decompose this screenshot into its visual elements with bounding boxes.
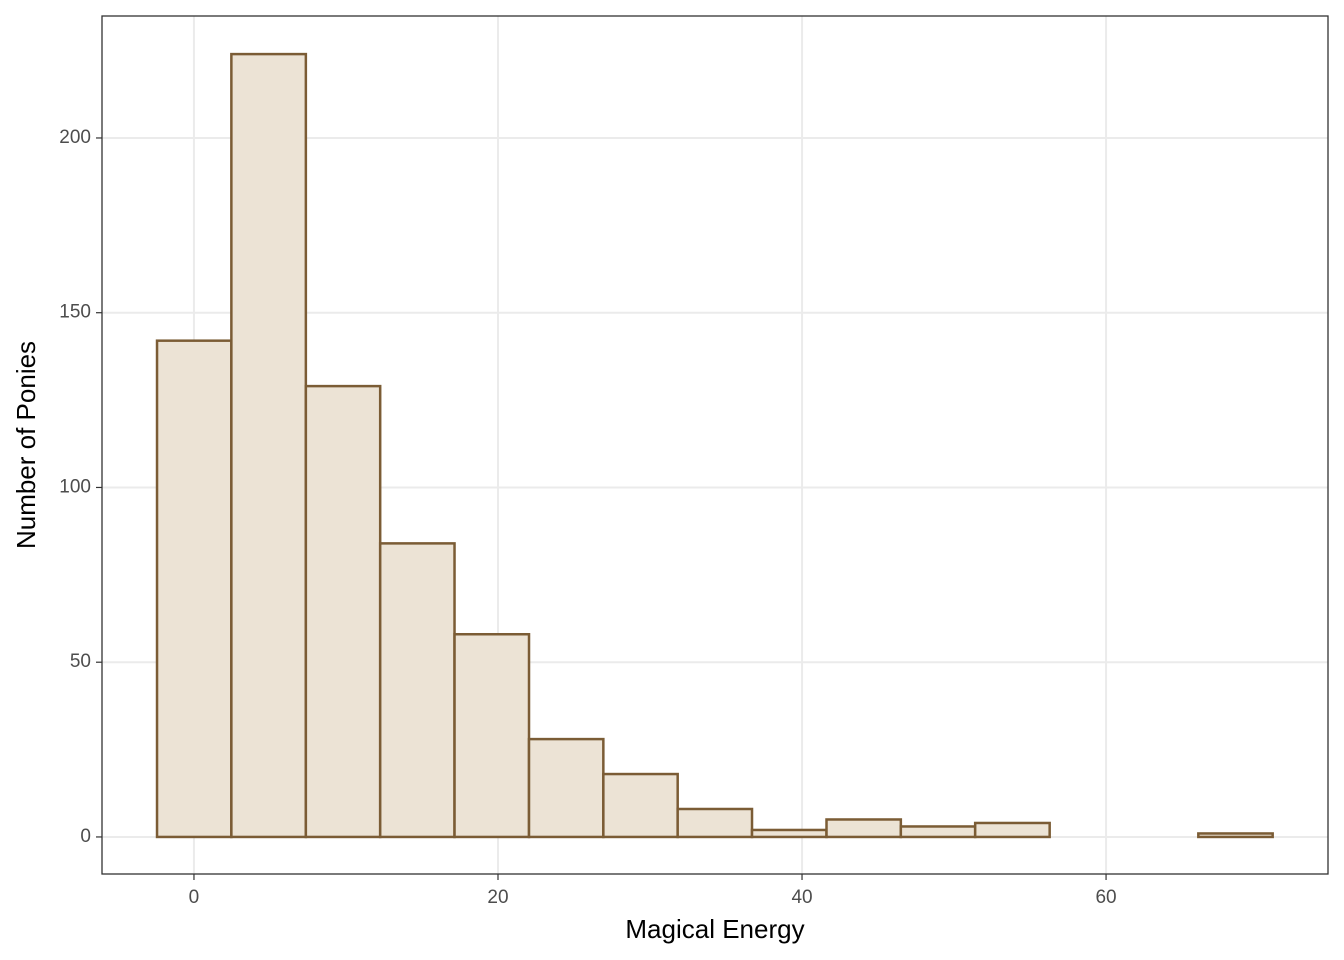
y-tick-label: 150	[59, 302, 91, 323]
bar	[304, 384, 382, 839]
bar	[899, 825, 977, 839]
bar	[155, 339, 233, 839]
panel-border	[101, 15, 1329, 875]
x-axis-title: Magical Energy	[625, 914, 804, 944]
bar	[825, 818, 903, 839]
bar	[676, 807, 754, 839]
x-tick-label: 0	[189, 887, 200, 908]
y-axis-title: Number of Ponies	[11, 341, 41, 549]
bar	[750, 828, 828, 839]
bar	[453, 632, 531, 839]
x-tick-label: 60	[1095, 887, 1116, 908]
bar	[973, 821, 1051, 839]
x-tick-label: 20	[487, 887, 508, 908]
bar	[230, 52, 308, 839]
bar	[1197, 832, 1274, 839]
y-tick-label: 100	[59, 476, 91, 497]
y-tick-label: 0	[80, 826, 91, 847]
x-tick-label: 40	[791, 887, 812, 908]
bar	[527, 737, 605, 839]
bar	[602, 772, 679, 839]
y-tick-label: 200	[59, 127, 91, 148]
bar	[378, 542, 456, 839]
y-tick-label: 50	[70, 651, 91, 672]
